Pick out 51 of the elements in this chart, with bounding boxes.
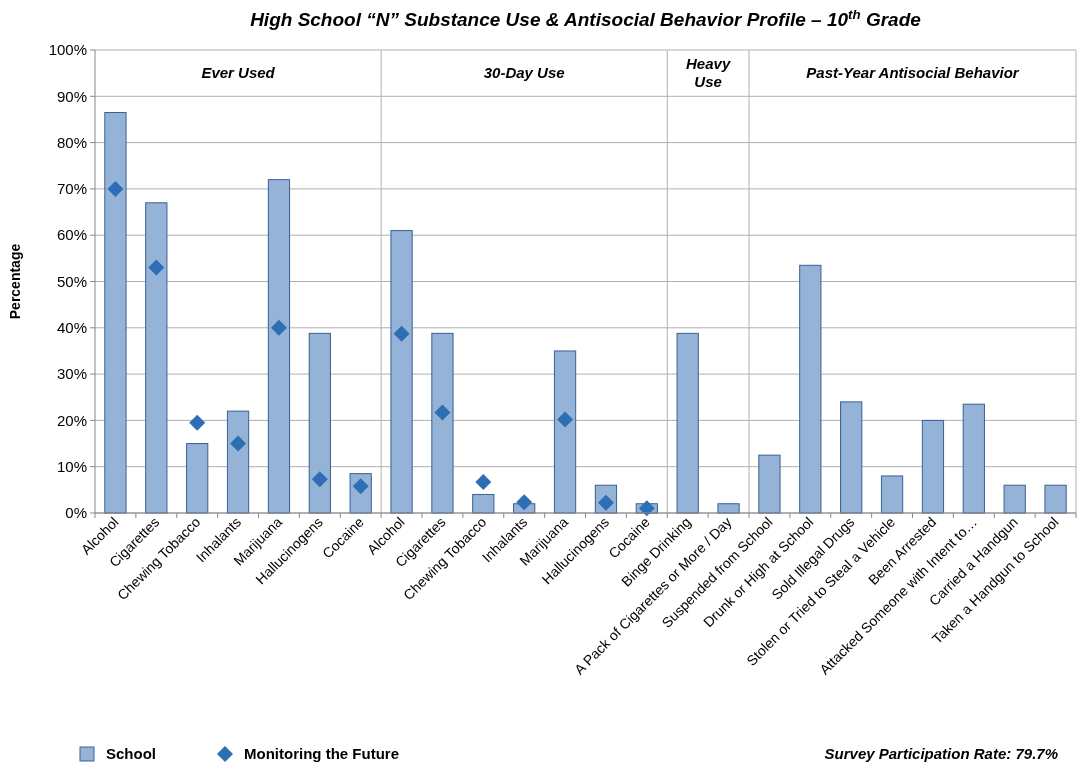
point — [189, 414, 206, 431]
bar — [1044, 484, 1067, 514]
point — [393, 325, 410, 342]
point — [230, 435, 247, 452]
y-tick-label: 10% — [56, 457, 87, 475]
chart-title: High School “N” Substance Use & Antisocial Behavior Profile – 10$^{th}$ Grade — [250, 6, 922, 30]
text: Survey Participation Rate: 79.7% — [824, 745, 1058, 763]
annotation: Past-Year Antisocial Behavior — [806, 64, 1020, 82]
bar — [880, 475, 904, 514]
point — [107, 180, 124, 197]
bar — [267, 179, 291, 514]
annotation: 30-Day Use — [483, 64, 565, 82]
annotation: Heavy Use — [686, 55, 731, 91]
bar — [717, 503, 740, 514]
y-tick-label: 80% — [56, 133, 87, 151]
bar — [472, 493, 495, 514]
point — [557, 411, 574, 428]
legend-label: School — [106, 745, 157, 763]
bar — [104, 112, 127, 514]
bar — [226, 410, 250, 514]
point — [270, 319, 287, 336]
bar — [145, 202, 168, 514]
bar — [553, 350, 577, 514]
y-axis-title: Percentage — [7, 243, 23, 320]
bar — [840, 401, 863, 514]
y-tick-label: 60% — [56, 226, 87, 244]
bar — [758, 454, 781, 514]
y-tick-label: 40% — [56, 319, 87, 337]
bar — [431, 332, 454, 514]
bar — [962, 403, 985, 514]
bar — [799, 264, 822, 514]
bar — [186, 443, 209, 514]
y-tick-label: 50% — [56, 272, 87, 290]
point — [148, 259, 165, 276]
bar — [921, 419, 945, 514]
y-tick-label: 20% — [56, 411, 87, 429]
bar — [308, 332, 331, 514]
point — [475, 473, 492, 490]
annotation: Ever Used — [201, 64, 276, 82]
bar — [676, 332, 699, 514]
point — [516, 494, 533, 511]
bar — [390, 230, 413, 514]
bar — [1003, 484, 1026, 514]
y-tick-label: 100% — [48, 41, 87, 59]
y-tick-label: 0% — [65, 504, 87, 522]
point — [434, 404, 451, 421]
legend-label: Monitoring the Future — [244, 745, 399, 763]
point — [311, 471, 328, 488]
y-tick-label: 70% — [56, 180, 87, 198]
y-tick-label: 30% — [56, 365, 87, 383]
y-tick-label: 90% — [56, 87, 87, 105]
